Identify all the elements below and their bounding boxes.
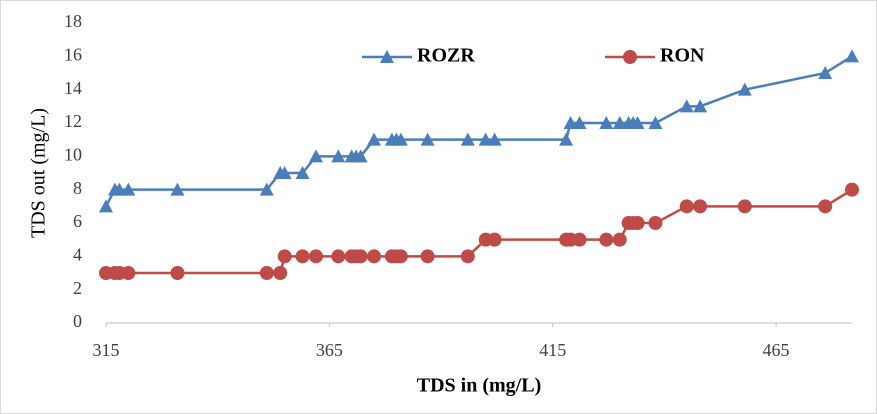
triangle-marker [112, 182, 127, 196]
triangle-marker [818, 66, 833, 79]
circle-marker [599, 232, 614, 247]
triangle-marker [170, 182, 185, 196]
x-axis-label: TDS in (mg/L) [417, 375, 541, 397]
y-tick-label: 6 [73, 211, 82, 231]
circle-marker [420, 249, 435, 264]
triangle-marker [295, 166, 310, 179]
triangle-marker [572, 116, 587, 129]
triangle-marker [693, 99, 708, 113]
triangle-marker [353, 149, 368, 163]
triangle-marker [308, 149, 323, 163]
triangle-marker [612, 116, 627, 129]
circle-marker [259, 266, 274, 280]
triangle-marker [259, 182, 274, 196]
y-tick-label: 4 [73, 244, 82, 264]
legend-label: RON [660, 45, 705, 67]
circle-marker [460, 249, 475, 264]
circle-marker [353, 249, 368, 264]
circle-marker [630, 216, 645, 230]
circle-marker [487, 232, 502, 247]
triangle-marker [478, 132, 493, 146]
circle-marker [393, 249, 408, 264]
y-tick-label: 14 [64, 78, 82, 98]
triangle-marker [393, 132, 408, 146]
circle-marker [693, 199, 708, 214]
x-tick-label: 365 [316, 340, 343, 360]
triangle-marker [648, 116, 663, 129]
triangle-marker [121, 182, 136, 196]
triangle-marker [367, 132, 382, 146]
triangle-marker [420, 132, 435, 146]
x-tick-label: 465 [763, 340, 790, 360]
y-tick-label: 10 [64, 144, 82, 164]
circle-marker [612, 232, 627, 247]
circle-marker [331, 249, 346, 264]
triangle-marker [679, 99, 694, 113]
circle-marker [277, 249, 292, 264]
triangle-marker [460, 132, 475, 146]
y-tick-label: 2 [73, 278, 82, 298]
triangle-marker [99, 199, 113, 213]
triangle-marker [599, 116, 614, 129]
triangle-marker [380, 50, 394, 63]
circle-marker [679, 199, 694, 214]
circle-marker [623, 50, 637, 64]
triangle-marker [277, 166, 292, 179]
triangle-marker [559, 132, 574, 146]
legend-label: ROZR [417, 45, 475, 67]
circle-marker [170, 266, 185, 280]
triangle-marker [845, 49, 859, 63]
y-tick-label: 18 [64, 11, 82, 31]
circle-marker [818, 199, 833, 214]
triangle-marker [563, 116, 578, 129]
x-tick-label: 315 [93, 340, 120, 360]
circle-marker [295, 249, 310, 264]
triangle-marker [737, 82, 752, 96]
circle-marker [648, 216, 663, 230]
y-tick-label: 16 [64, 44, 82, 64]
circle-marker [308, 249, 323, 264]
y-tick-label: 12 [64, 111, 82, 131]
y-tick-label: 8 [73, 178, 82, 198]
triangle-marker [487, 132, 502, 146]
circle-marker [737, 199, 752, 214]
triangle-marker [331, 149, 346, 163]
circle-marker [572, 232, 587, 247]
triangle-marker [630, 116, 645, 129]
circle-marker [121, 266, 136, 280]
y-axis-label: TDS out (mg/L) [28, 108, 50, 238]
circle-marker [273, 266, 288, 280]
y-tick-label: 0 [73, 311, 82, 331]
circle-marker [367, 249, 382, 264]
circle-marker [845, 182, 859, 197]
x-tick-label: 415 [539, 340, 566, 360]
